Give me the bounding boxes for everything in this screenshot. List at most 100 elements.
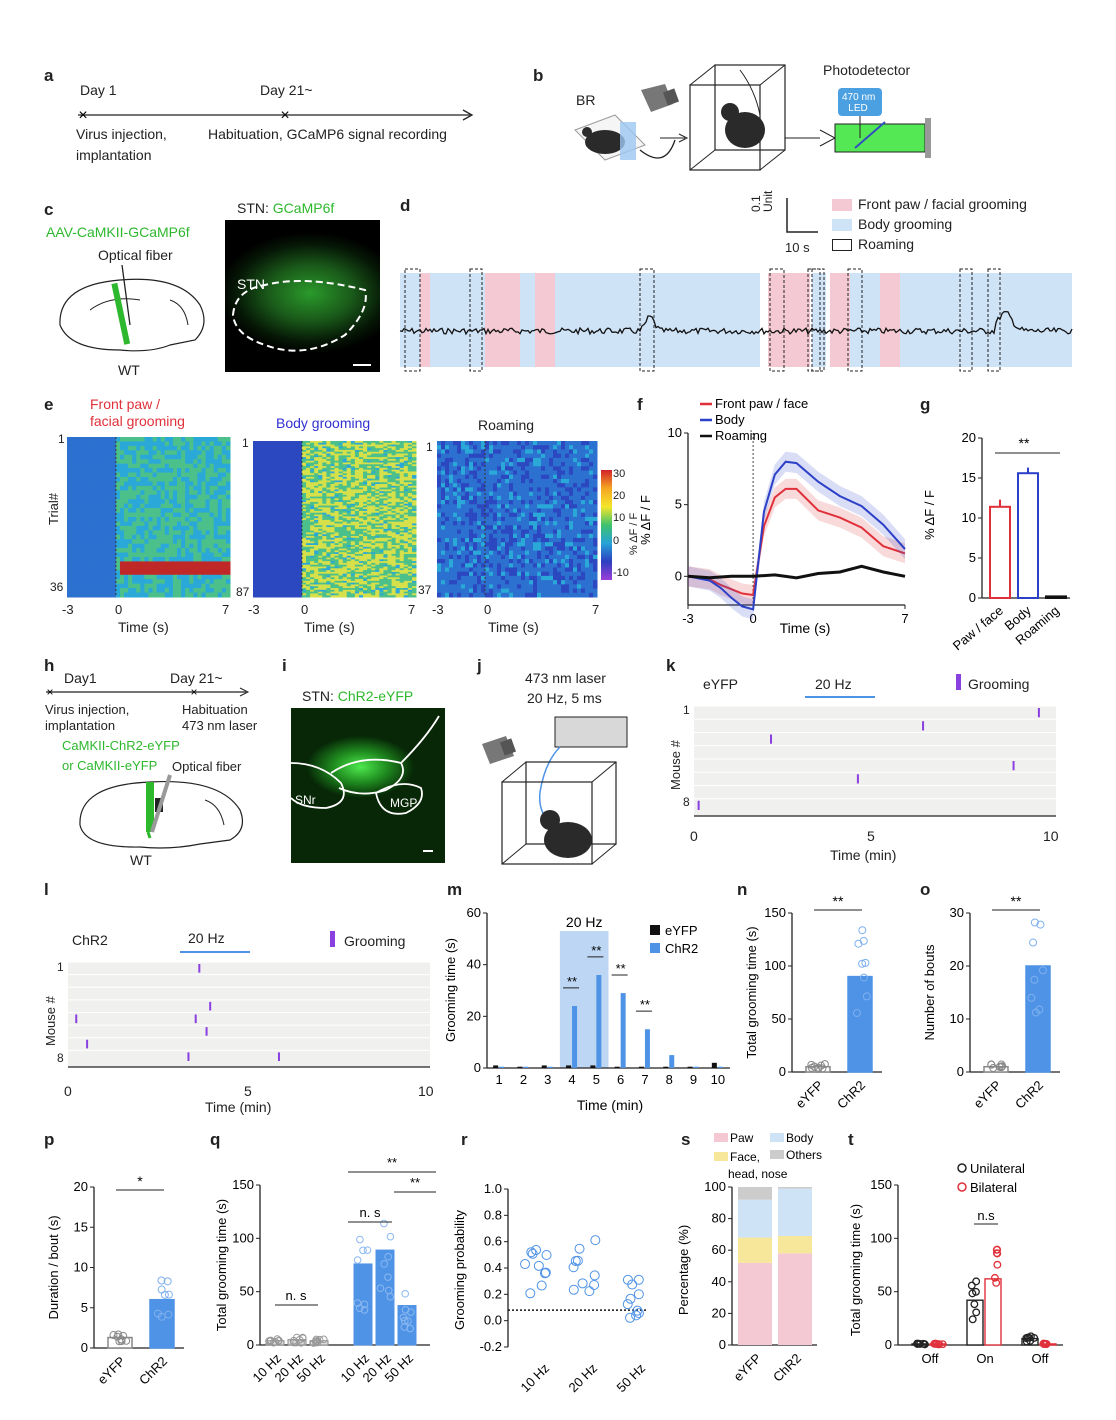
panel-label-c: c	[44, 200, 54, 219]
chart-n-ylabel: Total grooming time (s)	[744, 926, 759, 1058]
chart-o-dot	[1031, 1008, 1040, 1017]
chart-o-dot	[997, 1062, 1006, 1071]
grooming-bout	[205, 1027, 208, 1036]
chart-m-legend-swatch	[650, 925, 660, 935]
chart-s-xtick-label: eYFP	[731, 1351, 765, 1385]
heatmap-xlabel-3: Time (s)	[488, 619, 539, 635]
stn-outline-i	[290, 715, 440, 852]
chart-t-legend-swatch	[957, 1182, 967, 1192]
chart-m-xtick-label: 4	[568, 1072, 575, 1087]
grooming-bout	[277, 1052, 280, 1061]
grooming-bout	[198, 964, 201, 973]
chart-m-sig: **	[567, 974, 577, 989]
chart-t-ytick-label: 100	[870, 1230, 892, 1245]
chart-t-dot	[992, 1245, 1001, 1254]
mgp-label-i: MGP	[390, 796, 418, 810]
chart-n-sig: **	[833, 893, 844, 909]
chart-m-bar	[547, 1066, 553, 1068]
chart-g-bar	[1045, 595, 1067, 599]
fiber-label-c: Optical fiber	[98, 247, 173, 263]
chart-t-legend-swatch	[957, 1163, 967, 1173]
grooming-bout	[922, 721, 925, 731]
chart-n-ytick-label: 50	[772, 1011, 786, 1026]
cbar-tick-m10: -10	[613, 567, 629, 579]
chart-q-dot	[386, 1232, 395, 1241]
chart-s-legend-swatch	[770, 1150, 784, 1159]
behavior-block	[485, 273, 520, 367]
chart-m-bar	[499, 1066, 505, 1068]
chart-f-xtick-label: 7	[901, 611, 908, 626]
chart-q-dot	[380, 1219, 388, 1228]
heatmap-xtick-2a: -3	[248, 602, 260, 617]
chart-q-ytick-label: 0	[247, 1337, 254, 1352]
chart-m-bar	[620, 993, 626, 1068]
chart-r-ytick-label: 0.8	[484, 1207, 502, 1222]
chart-n-dot	[814, 1063, 823, 1072]
chart-g-bar	[1017, 472, 1039, 600]
chart-s-stack-segment	[778, 1187, 812, 1189]
mouse-ylabel-k: Mouse #	[668, 740, 683, 790]
chart-o-dot	[1036, 920, 1045, 929]
chart-m-xtick-label: 1	[496, 1072, 503, 1087]
heatmap-xlabel-2: Time (s)	[304, 619, 355, 635]
cbar-tick-0: 0	[613, 535, 620, 547]
heatmap-title-2: Body grooming	[276, 415, 371, 431]
chart-m-bar	[669, 1055, 675, 1068]
behavior-block	[880, 273, 900, 367]
xtick-l-5: 5	[244, 1083, 252, 1099]
chart-o-dot	[987, 1060, 996, 1069]
colorbar	[601, 470, 612, 580]
chart-o-ylabel: Number of bouts	[922, 944, 937, 1041]
chart-r-dot	[577, 1278, 588, 1289]
chart-m-xtick-label: 8	[666, 1072, 673, 1087]
roaming-box	[959, 268, 973, 372]
heatmap-first-1: 1	[58, 432, 65, 446]
virus-label-c: AAV-CaMKII-GCaMP6f	[46, 224, 190, 240]
heatmap-first-3: 1	[426, 440, 433, 454]
chart-o-xtick-label: ChR2	[1012, 1078, 1046, 1112]
panel-label-l: l	[44, 880, 49, 899]
day21-label-h: Day 21~	[170, 670, 223, 686]
stn-image-i	[291, 708, 445, 863]
chart-f-legend-label: Roaming	[715, 428, 767, 443]
chart-r-dot	[572, 1255, 583, 1266]
chart-s-legend-swatch	[714, 1152, 728, 1161]
chart-g-ytick-label: 15	[962, 470, 976, 485]
chart-r-dot	[622, 1299, 633, 1310]
behavior-block	[715, 273, 760, 367]
stim-bar-l	[180, 951, 250, 953]
chart-n-dot	[862, 992, 871, 1001]
chart-s-stack-segment	[738, 1262, 772, 1345]
heatmap-title-3: Roaming	[478, 417, 535, 433]
chart-r-dot	[533, 1260, 544, 1271]
chart-r-xtick-label: 20 Hz	[565, 1361, 600, 1396]
chart-m-xtick-label: 2	[520, 1072, 527, 1087]
chart-m-bar	[590, 1065, 596, 1068]
chart-f-ytick-label: 0	[675, 568, 682, 583]
chart-t-dot	[970, 1300, 979, 1309]
chart-m-stim-label: 20 Hz	[566, 914, 603, 930]
grooming-bout	[856, 774, 859, 784]
chart-m-bar	[638, 1066, 644, 1068]
snr-label-i: SNr	[295, 793, 316, 807]
chart-m-xtick-label: 10	[711, 1072, 725, 1087]
panel-label-d: d	[400, 196, 411, 215]
brain-schematic-h	[79, 774, 243, 849]
chart-r-dot	[633, 1308, 644, 1319]
chart-q-dot	[401, 1306, 410, 1314]
chart-n: 0 50 100 150 eYFP ChR2 ** Total grooming time (…	[744, 893, 882, 1112]
chart-n-dot	[852, 1009, 861, 1018]
xtick-l-10: 10	[418, 1083, 434, 1099]
behavior-block	[420, 273, 430, 367]
chart-m-bar	[572, 1006, 578, 1068]
chart-t-dot	[913, 1340, 922, 1348]
stn-image-c	[225, 220, 380, 372]
chart-m-bar	[614, 1066, 620, 1068]
chart-m-legend-label: ChR2	[665, 941, 698, 956]
chart-t-dot	[992, 1249, 1001, 1258]
chart-p-ylabel: Duration / bout (s)	[46, 1215, 61, 1319]
behavior-block	[768, 273, 810, 367]
chart-f-xtick-label: 0	[749, 611, 756, 626]
event1-h: Virus injection,	[45, 702, 130, 717]
